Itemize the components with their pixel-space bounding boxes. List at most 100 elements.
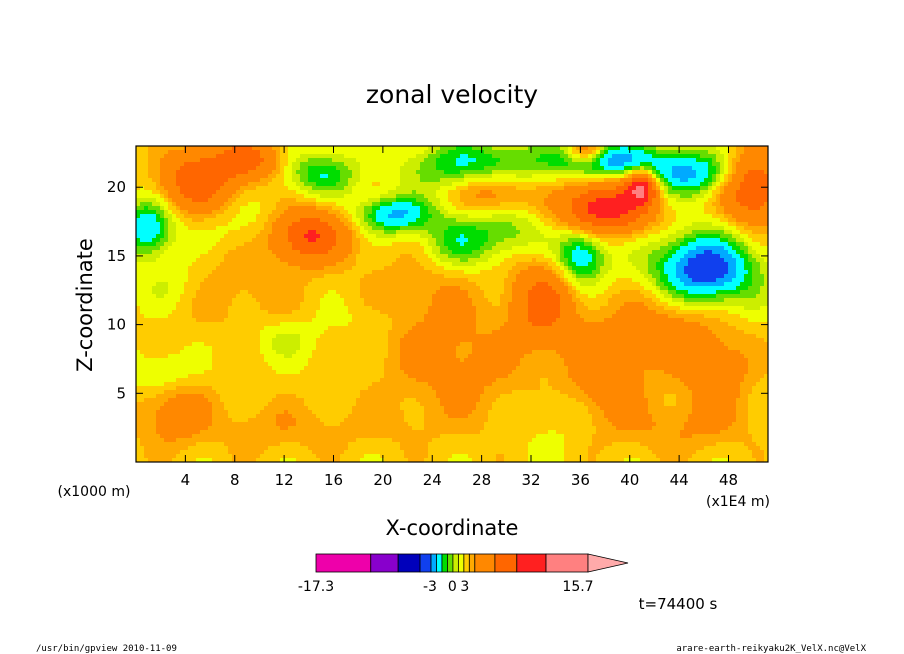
field-cell — [324, 170, 329, 175]
field-cell — [272, 230, 277, 235]
field-cell — [512, 218, 517, 223]
field-cell — [660, 186, 665, 191]
field-cell — [472, 162, 477, 167]
field-cell — [532, 218, 537, 223]
field-cell — [528, 254, 533, 259]
field-cell — [180, 190, 185, 195]
field-cell — [580, 162, 585, 167]
field-cell — [644, 222, 649, 227]
field-cell — [320, 254, 325, 259]
field-cell — [572, 238, 577, 243]
field-cell — [396, 178, 401, 183]
field-cell — [696, 246, 701, 251]
field-cell — [428, 254, 433, 259]
field-cell — [612, 190, 617, 195]
field-cell — [444, 178, 449, 183]
field-cell — [160, 210, 165, 215]
field-cell — [548, 214, 553, 219]
field-cell — [452, 206, 457, 211]
field-cell — [256, 242, 261, 247]
field-cell — [364, 270, 369, 275]
field-cell — [392, 206, 397, 211]
field-cell — [284, 246, 289, 251]
field-cell — [628, 146, 633, 151]
field-cell — [356, 226, 361, 231]
field-cell — [144, 230, 149, 235]
field-cell — [332, 182, 337, 187]
field-cell — [148, 258, 153, 263]
field-cell — [756, 230, 761, 235]
field-cell — [704, 222, 709, 227]
field-cell — [752, 246, 757, 251]
field-cell — [248, 150, 253, 155]
field-cell — [244, 150, 249, 155]
field-cell — [584, 242, 589, 247]
field-cell — [408, 182, 413, 187]
field-cell — [604, 190, 609, 195]
field-cell — [344, 238, 349, 243]
field-cell — [740, 154, 745, 159]
field-cell — [468, 178, 473, 183]
field-cell — [144, 250, 149, 255]
field-cell — [592, 166, 597, 171]
field-cell — [136, 174, 141, 179]
field-cell — [216, 258, 221, 263]
field-cell — [456, 238, 461, 243]
field-cell — [520, 250, 525, 255]
field-cell — [292, 250, 297, 255]
field-cell — [632, 238, 637, 243]
field-cell — [548, 190, 553, 195]
field-cell — [296, 258, 301, 263]
field-cell — [264, 214, 269, 219]
field-cell — [652, 186, 657, 191]
field-cell — [672, 266, 677, 271]
field-cell — [756, 202, 761, 207]
field-cell — [448, 258, 453, 263]
field-cell — [364, 178, 369, 183]
field-cell — [556, 202, 561, 207]
field-cell — [144, 226, 149, 231]
field-cell — [664, 206, 669, 211]
field-cell — [668, 190, 673, 195]
field-cell — [628, 154, 633, 159]
field-cell — [684, 258, 689, 263]
field-cell — [268, 146, 273, 151]
field-cell — [696, 170, 701, 175]
field-cell — [276, 222, 281, 227]
field-cell — [256, 222, 261, 227]
field-cell — [640, 246, 645, 251]
field-cell — [596, 198, 601, 203]
field-cell — [616, 166, 621, 171]
field-cell — [512, 206, 517, 211]
field-cell — [384, 182, 389, 187]
field-cell — [296, 158, 301, 163]
field-cell — [364, 182, 369, 187]
field-cell — [144, 202, 149, 207]
field-cell — [456, 166, 461, 171]
field-cell — [280, 206, 285, 211]
field-cell — [672, 218, 677, 223]
field-cell — [148, 266, 153, 271]
field-cell — [540, 170, 545, 175]
field-cell — [564, 214, 569, 219]
field-cell — [560, 158, 565, 163]
field-cell — [736, 194, 741, 199]
field-cell — [328, 250, 333, 255]
field-cell — [464, 270, 469, 275]
field-cell — [664, 262, 669, 267]
field-cell — [352, 250, 357, 255]
field-cell — [188, 242, 193, 247]
field-cell — [416, 210, 421, 215]
field-cell — [544, 234, 549, 239]
field-cell — [212, 262, 217, 267]
field-cell — [528, 202, 533, 207]
field-cell — [228, 238, 233, 243]
field-cell — [724, 210, 729, 215]
field-cell — [340, 146, 345, 151]
field-cell — [156, 146, 161, 151]
field-cell — [560, 266, 565, 271]
field-cell — [540, 162, 545, 167]
field-cell — [200, 262, 205, 267]
field-cell — [316, 150, 321, 155]
field-cell — [536, 214, 541, 219]
